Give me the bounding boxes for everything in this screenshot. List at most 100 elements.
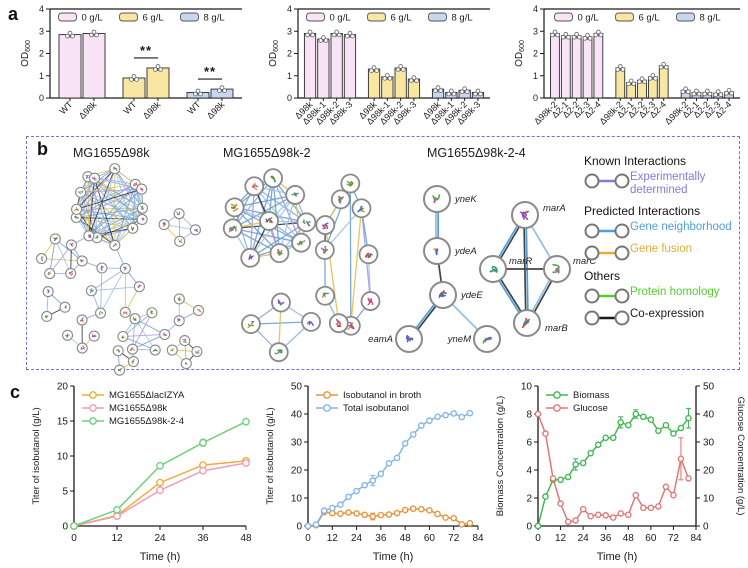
legend-item-co-expression: Co-expression	[584, 308, 736, 327]
svg-text:48: 48	[400, 533, 412, 544]
svg-text:ydeA: ydeA	[454, 246, 477, 257]
svg-text:MG1655Δ98k-2-4: MG1655Δ98k-2-4	[109, 416, 184, 427]
line-chart-isobutanol-strains: 0 5 10 15 20 0 12 24 36 48 Time (h) Titer of isobut…	[31, 382, 252, 564]
svg-text:24: 24	[154, 533, 166, 544]
svg-text:0 g/L: 0 g/L	[578, 13, 599, 24]
svg-text:24: 24	[578, 533, 590, 544]
svg-text:60: 60	[424, 533, 436, 544]
panel-b-label: b	[37, 139, 48, 159]
svg-text:Time (h): Time (h)	[597, 551, 638, 563]
svg-text:8 g/L: 8 g/L	[452, 13, 473, 24]
legend-item-label: Protein homology	[630, 286, 720, 299]
svg-text:3: 3	[533, 26, 538, 36]
svg-text:36: 36	[197, 533, 209, 544]
svg-text:yneM: yneM	[447, 334, 471, 345]
svg-text:MG1655ΔlacIZYA: MG1655ΔlacIZYA	[109, 390, 185, 401]
legend-item-label: Gene neighborhood	[630, 221, 732, 234]
legend-header-predicted: Predicted Interactions	[584, 204, 701, 219]
svg-text:10: 10	[703, 494, 715, 505]
svg-text:Δ98k: Δ98k	[205, 99, 227, 121]
svg-text:OD600: OD600	[514, 40, 526, 67]
svg-text:OD600: OD600	[20, 40, 32, 67]
svg-text:0: 0	[296, 522, 302, 533]
edge-sample-icon	[584, 288, 630, 304]
svg-text:48: 48	[240, 533, 252, 544]
svg-text:0: 0	[305, 533, 311, 544]
svg-text:1: 1	[533, 71, 538, 81]
svg-text:0: 0	[535, 533, 541, 544]
svg-text:15: 15	[57, 417, 69, 428]
svg-text:marB: marB	[545, 323, 568, 334]
network-title-2: MG1655Δ98k-2	[223, 146, 311, 160]
protein-network-mg1655-98k	[36, 163, 205, 376]
svg-text:yneK: yneK	[454, 194, 477, 205]
svg-text:Time (h): Time (h)	[140, 551, 181, 563]
protein-network-mg1655-98k-2-4: yneK ydeA ydeE eamA yneM marA marR marC marB	[368, 185, 596, 353]
svg-text:2: 2	[287, 49, 292, 59]
network-title-3: MG1655Δ98k-2-4	[427, 146, 526, 160]
legend-header-others: Others	[584, 269, 621, 284]
svg-text:0 g/L: 0 g/L	[82, 13, 103, 24]
svg-text:Titer of isobutanol (g/L): Titer of isobutanol (g/L)	[31, 407, 42, 504]
svg-text:20: 20	[703, 466, 715, 477]
svg-text:0: 0	[71, 533, 77, 544]
svg-text:eamA: eamA	[368, 334, 393, 345]
svg-text:36: 36	[375, 533, 387, 544]
svg-text:Δ98k: Δ98k	[77, 99, 99, 121]
svg-text:24: 24	[351, 533, 363, 544]
svg-text:2: 2	[39, 49, 44, 59]
svg-text:48: 48	[623, 533, 635, 544]
interaction-legend: Known Interactions Experimentally determ…	[584, 147, 736, 330]
svg-text:OD600: OD600	[268, 40, 280, 67]
svg-text:4: 4	[287, 4, 292, 14]
svg-text:**: **	[140, 43, 152, 58]
legend-item-label: Experimentally determined	[630, 171, 706, 197]
svg-text:40: 40	[291, 410, 303, 421]
svg-text:4: 4	[526, 466, 532, 477]
svg-text:72: 72	[668, 533, 680, 544]
svg-text:0: 0	[533, 93, 538, 103]
svg-text:0: 0	[526, 522, 532, 533]
svg-text:30: 30	[291, 438, 303, 449]
svg-text:**: **	[204, 64, 216, 79]
edge-sample-icon	[584, 223, 630, 239]
svg-text:0: 0	[287, 93, 292, 103]
svg-text:84: 84	[472, 533, 484, 544]
svg-text:12: 12	[327, 533, 339, 544]
svg-text:5: 5	[62, 487, 68, 498]
legend-item-label: Co-expression	[630, 308, 705, 321]
svg-text:marA: marA	[543, 203, 566, 214]
legend-item-label: Gene fusion	[630, 243, 693, 256]
svg-text:Biomass: Biomass	[573, 390, 610, 401]
legend-item-gene-neighborhood: Gene neighborhood	[584, 221, 736, 240]
svg-text:30: 30	[703, 438, 715, 449]
svg-text:Glucose: Glucose	[573, 403, 608, 414]
svg-text:12: 12	[111, 533, 123, 544]
svg-text:10: 10	[521, 382, 533, 393]
svg-text:WT: WT	[57, 99, 74, 116]
svg-text:10: 10	[57, 452, 69, 463]
svg-text:0: 0	[39, 93, 44, 103]
svg-text:3: 3	[287, 26, 292, 36]
svg-text:3: 3	[39, 26, 44, 36]
svg-text:84: 84	[690, 533, 702, 544]
svg-text:12: 12	[555, 533, 567, 544]
svg-text:20: 20	[291, 466, 303, 477]
legend-header-known: Known Interactions	[584, 154, 687, 168]
svg-text:marC: marC	[573, 256, 596, 267]
svg-text:2: 2	[533, 49, 538, 59]
panel-a-label: a	[8, 4, 19, 24]
svg-text:Total isobutanol: Total isobutanol	[343, 403, 409, 414]
svg-text:Biomass Concentration (g/L): Biomass Concentration (g/L)	[495, 396, 506, 516]
svg-text:marR: marR	[509, 256, 532, 267]
svg-text:2: 2	[526, 494, 532, 505]
svg-text:50: 50	[703, 382, 715, 393]
svg-text:Δ98k: Δ98k	[141, 99, 163, 121]
panel-c-label: c	[10, 382, 21, 402]
edge-sample-icon	[584, 245, 630, 261]
svg-text:20: 20	[57, 382, 69, 393]
